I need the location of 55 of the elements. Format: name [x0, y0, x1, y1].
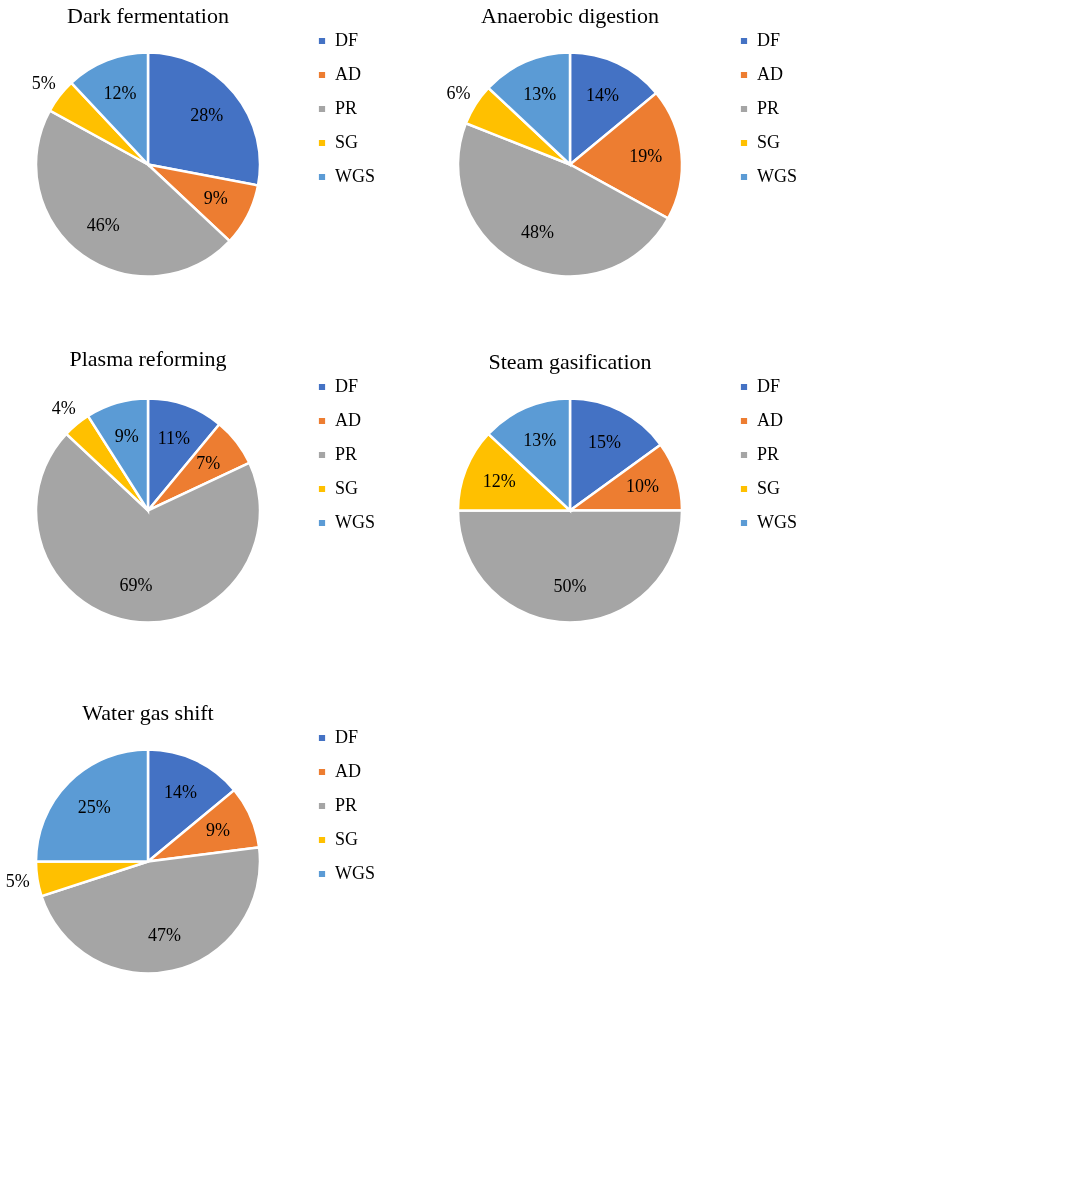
data-label: 19%	[629, 146, 663, 167]
data-label: 11%	[157, 427, 190, 448]
legend-label: WGS	[335, 863, 375, 883]
legend-label: DF	[757, 376, 781, 396]
data-label: 4%	[51, 397, 76, 418]
legend-label: PR	[335, 795, 358, 815]
legend-label: WGS	[757, 166, 797, 186]
data-label: 25%	[77, 796, 111, 817]
data-label: 5%	[31, 72, 56, 93]
legend-label: AD	[335, 64, 361, 84]
data-label: 7%	[196, 452, 221, 473]
data-label: 13%	[523, 429, 557, 450]
data-label: 28%	[190, 104, 224, 125]
data-label: 9%	[203, 188, 228, 209]
legend-label: AD	[757, 410, 783, 430]
data-label: 14%	[585, 84, 619, 105]
legend-label: AD	[757, 64, 783, 84]
legend-label: DF	[335, 727, 359, 747]
chart-title: Dark fermentation	[67, 3, 229, 28]
legend-label: PR	[335, 444, 358, 464]
legend-label: AD	[335, 761, 361, 781]
legend-label: DF	[757, 30, 781, 50]
legend-label: PR	[757, 444, 780, 464]
data-label: 50%	[553, 575, 587, 596]
chart-title: Plasma reforming	[69, 345, 227, 371]
chart-title: Anaerobic digestion	[481, 3, 659, 28]
legend-label: WGS	[757, 512, 797, 532]
data-label: 10%	[625, 475, 659, 496]
data-label: 46%	[86, 215, 120, 236]
legend-label: PR	[757, 98, 780, 118]
legend-label: WGS	[335, 512, 375, 532]
data-label: 5%	[5, 871, 30, 892]
data-label: 6%	[446, 82, 471, 103]
data-label: 48%	[521, 222, 555, 243]
data-label: 12%	[103, 82, 137, 103]
legend-label: SG	[757, 132, 781, 152]
legend-label: SG	[757, 478, 781, 498]
legend-label: SG	[335, 132, 359, 152]
data-label: 9%	[114, 426, 139, 447]
chart-title: Water gas shift	[82, 700, 214, 725]
legend-label: WGS	[335, 166, 375, 186]
data-label: 15%	[588, 431, 622, 452]
data-label: 9%	[205, 820, 230, 841]
data-label: 47%	[148, 924, 182, 945]
legend-label: DF	[335, 376, 359, 396]
legend-label: SG	[335, 829, 359, 849]
legend-label: DF	[335, 30, 359, 50]
data-label: 12%	[482, 471, 516, 492]
legend-label: SG	[335, 478, 359, 498]
chart-title: Steam gasification	[488, 349, 652, 374]
data-label: 14%	[163, 781, 197, 802]
legend-label: AD	[335, 410, 361, 430]
data-label: 69%	[119, 574, 153, 595]
data-label: 13%	[523, 83, 557, 104]
legend-label: PR	[335, 98, 358, 118]
